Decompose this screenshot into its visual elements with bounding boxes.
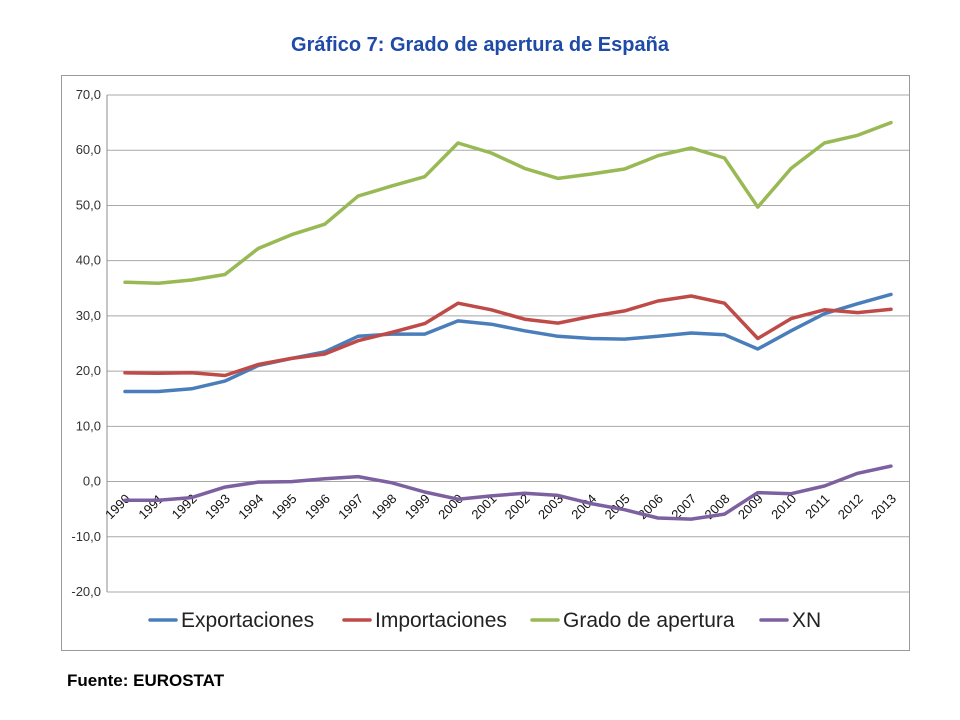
series-line-exportaciones <box>123 292 893 394</box>
x-tick-label: 1998 <box>368 491 399 522</box>
y-tick-label: 0,0 <box>83 474 101 489</box>
y-tick-label: 60,0 <box>76 142 101 157</box>
legend-label: XN <box>792 609 821 632</box>
x-tick-label: 2012 <box>835 491 866 522</box>
x-tick-label: 1997 <box>335 491 366 522</box>
y-tick-label: 30,0 <box>76 308 101 323</box>
y-tick-label: 20,0 <box>76 363 101 378</box>
x-tick-label: 1994 <box>235 491 266 522</box>
series-line-xn <box>123 464 893 521</box>
x-tick-label: 2010 <box>768 491 799 522</box>
y-tick-label: 10,0 <box>76 418 101 433</box>
x-tick-label: 1991 <box>135 491 166 522</box>
x-tick-label: 2013 <box>868 491 899 522</box>
legend-label: Grado de apertura <box>563 609 735 632</box>
chart-frame: 70,0 60,0 50,0 40,0 30,0 20,0 10,0 0,0 -10,0 -20,… <box>61 75 910 651</box>
legend-label: Exportaciones <box>181 609 314 632</box>
line-chart: 70,0 60,0 50,0 40,0 30,0 20,0 10,0 0,0 -10,0 -20,… <box>71 87 909 632</box>
series-line-importaciones <box>123 294 893 378</box>
x-tick-label: 1999 <box>402 491 433 522</box>
legend-label: Importaciones <box>375 609 507 632</box>
y-tick-label: 50,0 <box>76 197 101 212</box>
chart-title: Gráfico 7: Grado de apertura de España <box>291 34 669 56</box>
x-tick-label: 1995 <box>269 491 300 522</box>
y-tick-label: 40,0 <box>76 253 101 268</box>
x-tick-label: 2011 <box>802 491 832 521</box>
x-tick-label: 1993 <box>202 491 233 522</box>
source-note: Fuente: EUROSTAT <box>67 671 225 690</box>
x-tick-label: 1996 <box>302 491 333 522</box>
y-tick-label: -20,0 <box>71 584 101 599</box>
x-tick-label: 2004 <box>568 491 599 522</box>
y-tick-label: -10,0 <box>71 529 101 544</box>
series-line-grado-de-apertura <box>123 120 893 286</box>
y-tick-label: 70,0 <box>76 87 101 102</box>
